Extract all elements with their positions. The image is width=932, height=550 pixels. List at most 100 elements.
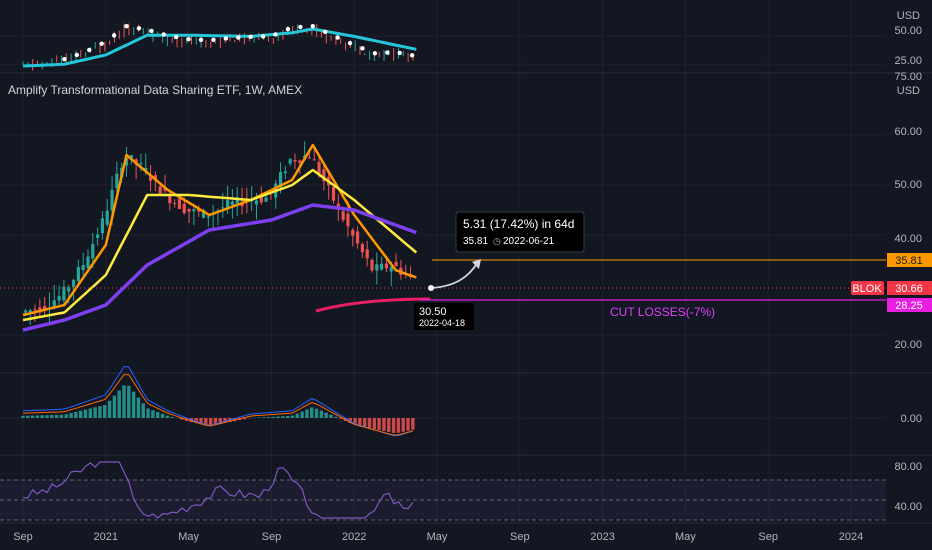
top-signal-dot xyxy=(198,37,204,43)
measure-arrow[interactable] xyxy=(431,261,479,289)
candle-body xyxy=(52,300,56,307)
measure-tooltip[interactable]: 5.31 (17.42%) in 64d 35.81 ◷ 2022-06-21 xyxy=(455,211,585,253)
macd-bar xyxy=(170,416,174,418)
top-signal-dot xyxy=(87,47,92,53)
time-tick-label: Sep xyxy=(13,531,33,543)
macd-bar xyxy=(26,415,30,418)
macd-bar xyxy=(155,412,160,418)
candle-body xyxy=(264,197,268,202)
candle-body xyxy=(187,208,191,212)
macd-bar xyxy=(180,418,184,420)
candle-body xyxy=(153,175,157,179)
macd-bar xyxy=(59,414,64,418)
candle-body xyxy=(91,243,95,259)
cut-loss-badge: 28.25 xyxy=(887,298,932,312)
time-tick-label: 2023 xyxy=(590,531,614,543)
macd-bar xyxy=(396,418,401,433)
macd-bar xyxy=(358,418,362,426)
top-signal-dot xyxy=(248,34,253,39)
time-axis[interactable]: Sep 2021 May Sep 2022 May Sep 2023 May Sep 2024 xyxy=(13,531,863,543)
top-currency-label: USD xyxy=(897,10,920,22)
macd-bar xyxy=(74,411,78,418)
macd-bar xyxy=(78,410,83,418)
price-ytick-labels: 60.00 50.00 40.00 20.00 xyxy=(894,126,922,351)
macd-bar xyxy=(411,418,415,430)
top-signal-dot xyxy=(211,37,216,43)
candle-body xyxy=(375,264,379,271)
candle-body xyxy=(221,207,225,209)
candle-body xyxy=(307,157,312,159)
macd-bar xyxy=(300,411,304,418)
macd-bar xyxy=(387,418,391,432)
rsi-ytick-label: 40.00 xyxy=(894,501,922,513)
macd-bar xyxy=(127,385,131,418)
candle-body xyxy=(158,186,162,194)
ema-mid-line xyxy=(22,168,418,322)
macd-bar xyxy=(266,417,271,418)
candle-body xyxy=(346,213,350,227)
candle-body xyxy=(351,230,355,236)
macd-bar xyxy=(391,418,396,433)
macd-bar xyxy=(21,415,25,418)
macd-bar xyxy=(295,413,299,418)
top-signal-dot xyxy=(397,50,402,56)
time-tick-label: May xyxy=(178,531,199,543)
top-signal-dot xyxy=(99,41,104,46)
chart-title: Amplify Transformational Data Sharing ET… xyxy=(8,83,302,97)
time-tick-label: May xyxy=(675,531,696,543)
top-signal-dot xyxy=(273,32,278,37)
candle-body xyxy=(288,159,292,164)
macd-bar xyxy=(146,408,150,418)
macd-bar xyxy=(261,417,266,418)
candle-body xyxy=(317,162,321,175)
macd-bar xyxy=(151,410,155,418)
candle-body xyxy=(235,197,239,204)
macd-bar xyxy=(334,416,338,418)
top-signal-dot xyxy=(223,36,229,41)
rsi-panel[interactable] xyxy=(0,461,886,521)
top-indicator-panel[interactable] xyxy=(0,23,886,71)
time-tick-label: Sep xyxy=(758,531,778,543)
top-ytick-label: 50.00 xyxy=(894,25,922,37)
candle-body xyxy=(76,267,80,282)
macd-bar xyxy=(112,395,117,418)
time-tick-label: 2021 xyxy=(94,531,118,543)
macd-bar xyxy=(305,409,309,418)
candle-body xyxy=(230,201,234,206)
candle-body xyxy=(360,244,364,253)
macd-bar xyxy=(136,397,141,418)
candle-body xyxy=(57,296,61,301)
macd-bar xyxy=(98,406,102,418)
macd-bar xyxy=(83,409,88,418)
signal-line xyxy=(22,373,414,436)
price-ytick-label: 60.00 xyxy=(894,126,922,138)
candle-body xyxy=(341,211,345,220)
price-currency-label: USD xyxy=(897,85,920,97)
top-signal-dot xyxy=(298,24,303,30)
top-signal-dot xyxy=(409,53,415,58)
macd-bar xyxy=(285,416,290,418)
candle-body xyxy=(201,209,206,218)
price-panel[interactable] xyxy=(22,141,431,332)
candle-body xyxy=(129,155,133,160)
top-ribbon-line xyxy=(22,27,417,68)
low-price-tooltip[interactable]: 30.50 2022-04-18 xyxy=(414,303,474,330)
candle-body xyxy=(23,310,27,313)
macd-bar xyxy=(377,418,381,430)
candle-body xyxy=(177,198,182,210)
macd-panel[interactable] xyxy=(0,365,886,437)
candle-body xyxy=(86,256,90,268)
rsi-ytick-label: 80.00 xyxy=(894,461,922,473)
cut-loss-value: 28.25 xyxy=(895,300,923,312)
candle-body xyxy=(168,194,172,204)
measure-start-point[interactable] xyxy=(428,285,434,291)
candle-body xyxy=(96,234,100,239)
candle-body xyxy=(139,163,143,165)
top-cut-label: 75.00 xyxy=(894,71,922,83)
candle-body xyxy=(384,263,389,269)
macd-bar xyxy=(353,418,357,425)
candle-body xyxy=(240,203,244,207)
candle-body xyxy=(148,176,153,181)
candle-body xyxy=(365,249,369,259)
